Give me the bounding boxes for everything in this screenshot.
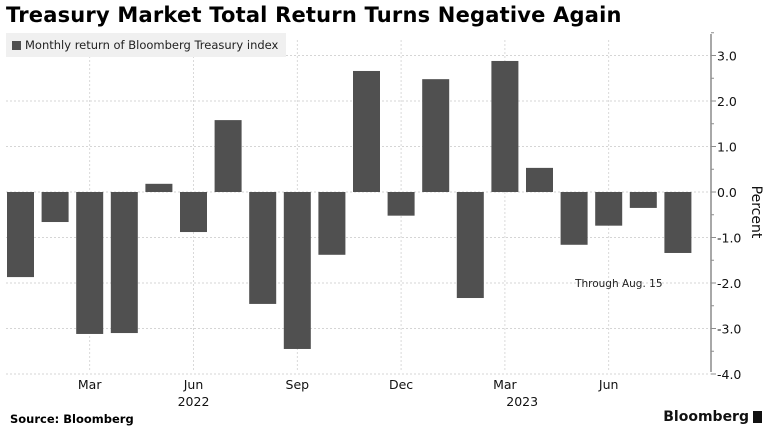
bar-2023-02 — [456, 192, 484, 299]
bar-2022-06 — [180, 192, 207, 233]
y-tick-label: 1.0 — [717, 140, 737, 155]
bar-2022-01 — [7, 192, 34, 278]
chart-title: Treasury Market Total Return Turns Negat… — [6, 3, 622, 27]
legend-label: Monthly return of Bloomberg Treasury ind… — [25, 38, 279, 52]
x-tick-label: Dec — [389, 377, 413, 392]
brand-text: Bloomberg — [663, 409, 749, 425]
y-tick-label: 0.0 — [717, 185, 737, 200]
annotations: Through Aug. 15 — [574, 278, 662, 290]
x-tick-label: Mar — [78, 377, 102, 392]
x-axis: Mar Jun Sep Dec Mar Jun 2022 2023 — [78, 377, 619, 409]
bar-2022-08 — [249, 192, 277, 304]
bar-2022-05 — [145, 183, 173, 192]
bar-2023-06 — [595, 192, 623, 226]
x-year-label: 2023 — [506, 394, 538, 409]
bar-2023-01 — [422, 79, 450, 192]
annotation-text: Through Aug. 15 — [574, 278, 662, 290]
legend: Monthly return of Bloomberg Treasury ind… — [6, 33, 287, 57]
bar-2022-07 — [214, 120, 242, 192]
y-tick-label: -2.0 — [717, 276, 741, 291]
bar-2022-09 — [283, 192, 311, 349]
y-axis: 3.0 2.0 1.0 0.0 -1.0 -2.0 -3.0 -4.0 — [710, 32, 741, 382]
bar-2023-03 — [491, 60, 519, 193]
bar-2023-07 — [629, 192, 657, 208]
y-tick-label: -1.0 — [717, 231, 741, 246]
y-tick-label: -4.0 — [717, 367, 741, 382]
y-tick-label: 3.0 — [717, 49, 737, 64]
source-note: Source: Bloomberg — [10, 412, 134, 426]
bar-2023-04 — [526, 167, 553, 192]
bar-2022-03 — [76, 192, 104, 334]
x-tick-label: Jun — [598, 377, 619, 392]
x-tick-label: Sep — [286, 377, 310, 392]
y-tick-label: 2.0 — [717, 94, 737, 109]
bar-2022-11 — [353, 70, 380, 192]
bar-2023-05 — [560, 192, 588, 245]
y-tick-label: -3.0 — [717, 322, 741, 337]
bloomberg-brand: Bloomberg — [663, 409, 762, 425]
bar-2023-08 — [664, 192, 692, 253]
x-tick-label: Jun — [183, 377, 204, 392]
bar-2022-12 — [387, 192, 415, 216]
x-year-label: 2022 — [178, 394, 210, 409]
bar-2022-04 — [110, 192, 138, 334]
bar-2022-02 — [41, 192, 69, 223]
bar-2022-10 — [318, 192, 346, 255]
y-axis-label: Percent — [748, 186, 764, 239]
bloomberg-logo-icon — [753, 411, 762, 423]
legend-swatch — [12, 40, 21, 50]
bars — [7, 60, 692, 349]
x-tick-label: Mar — [493, 377, 517, 392]
